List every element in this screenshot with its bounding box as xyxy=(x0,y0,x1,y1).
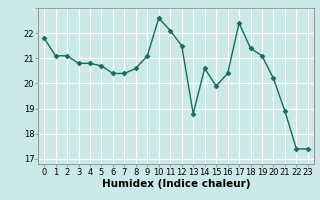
X-axis label: Humidex (Indice chaleur): Humidex (Indice chaleur) xyxy=(102,179,250,189)
